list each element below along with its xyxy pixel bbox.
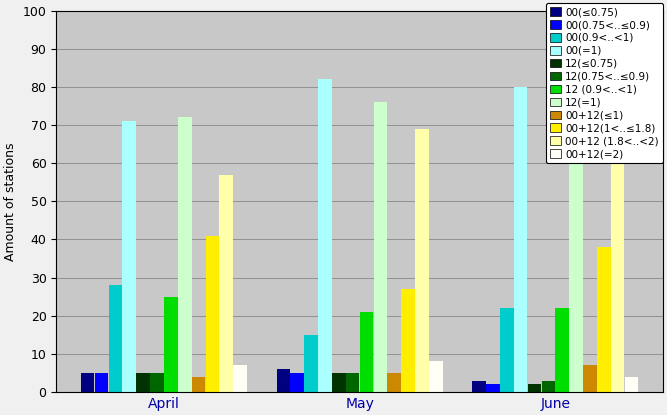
Bar: [472, 381, 486, 392]
Bar: [611, 151, 624, 392]
Bar: [178, 117, 191, 392]
Y-axis label: Amount of stations: Amount of stations: [4, 142, 17, 261]
Bar: [164, 297, 177, 392]
Bar: [486, 384, 500, 392]
Bar: [192, 377, 205, 392]
Bar: [233, 365, 247, 392]
Bar: [597, 247, 610, 392]
Bar: [346, 373, 360, 392]
Bar: [205, 236, 219, 392]
Bar: [136, 373, 150, 392]
Bar: [625, 377, 638, 392]
Bar: [332, 373, 346, 392]
Bar: [219, 175, 233, 392]
Bar: [318, 79, 331, 392]
Bar: [150, 373, 164, 392]
Bar: [514, 87, 528, 392]
Bar: [415, 129, 429, 392]
Bar: [388, 373, 401, 392]
Bar: [556, 308, 569, 392]
Bar: [109, 285, 122, 392]
Bar: [429, 361, 443, 392]
Bar: [277, 369, 290, 392]
Bar: [542, 381, 555, 392]
Bar: [360, 312, 374, 392]
Bar: [123, 121, 136, 392]
Bar: [402, 289, 415, 392]
Bar: [528, 384, 541, 392]
Bar: [500, 308, 514, 392]
Bar: [583, 365, 597, 392]
Bar: [304, 335, 318, 392]
Bar: [95, 373, 108, 392]
Bar: [290, 373, 304, 392]
Bar: [374, 102, 387, 392]
Legend: 00(≤0.75), 00(0.75<..≤0.9), 00(0.9<..<1), 00(=1), 12(≤0.75), 12(0.75<..≤0.9), 12: 00(≤0.75), 00(0.75<..≤0.9), 00(0.9<..<1)…: [546, 3, 663, 164]
Bar: [569, 95, 583, 392]
Bar: [81, 373, 95, 392]
